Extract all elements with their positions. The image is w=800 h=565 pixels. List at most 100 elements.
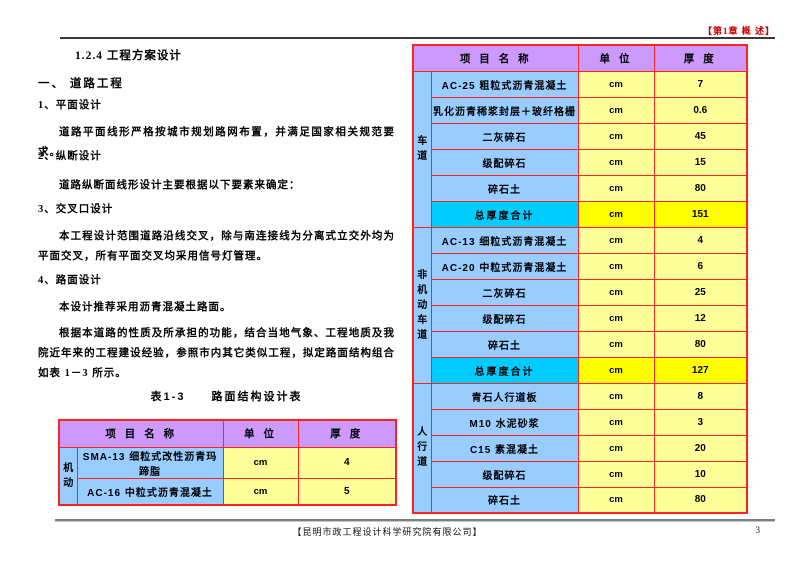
footer-rule: [55, 519, 775, 522]
item-thickness: 45: [653, 122, 748, 150]
footer-company: 【昆明市政工程设计科学研究院有限公司】: [292, 527, 483, 537]
table-header-row: 项 目 名 称 单 位 厚 度: [412, 44, 748, 72]
item-name: C15 素混凝土: [430, 434, 579, 462]
item-unit: cm: [577, 70, 655, 98]
item-unit: cm: [577, 278, 655, 306]
item-unit: cm: [577, 252, 655, 280]
item-4-paragraph-1: 本设计推荐采用沥青混凝土路面。: [59, 302, 232, 313]
item-thickness: 10: [653, 460, 748, 488]
table-row: 二灰碎石 cm 25: [413, 278, 748, 306]
item-name: 碎石土: [430, 330, 579, 358]
col-header-unit: 单 位: [222, 419, 299, 448]
total-thickness: 151: [653, 200, 748, 228]
item-4-label: 4、路面设计: [38, 275, 102, 286]
table-row: C15 素混凝土 cm 20: [413, 434, 748, 462]
pavement-table-left: 项 目 名 称 单 位 厚 度 机动 SMA-13 细粒式改性沥青玛蹄脂 cm …: [58, 419, 398, 506]
total-row: 总厚度合计 cm 151: [413, 200, 748, 228]
col-header-thickness: 厚 度: [653, 44, 748, 72]
item-name: 乳化沥青稀浆封层＋玻纤格栅: [430, 96, 579, 124]
total-unit: cm: [577, 356, 655, 384]
item-name: AC-25 粗粒式沥青混凝土: [430, 70, 579, 98]
item-thickness: 80: [653, 486, 748, 514]
item-thickness: 20: [653, 434, 748, 462]
group-label-carriageway: 车道: [412, 70, 432, 228]
item-name: 级配碎石: [430, 460, 579, 488]
item-4-paragraph-2: 根据本道路的性质及所承担的功能，结合当地气象、工程地质及我院近年来的工程建设经验…: [38, 328, 395, 379]
item-unit: cm: [577, 434, 655, 462]
total-unit: cm: [577, 200, 655, 228]
table-row: 车道 AC-25 粗粒式沥青混凝土 cm 7: [412, 70, 748, 228]
heading-road-works: 一、 道路工程: [38, 78, 124, 90]
item-name: 二灰碎石: [430, 122, 579, 150]
item-thickness: 5: [297, 477, 397, 506]
header-rule: [60, 37, 775, 39]
table-row: 非机动车道 AC-13 细粒式沥青混凝土 cm 4: [412, 226, 748, 384]
item-unit: cm: [222, 477, 299, 506]
item-name: M10 水泥砂浆: [430, 408, 579, 436]
col-header-item: 项 目 名 称: [58, 419, 224, 448]
item-1-label: 1、平面设计: [38, 100, 102, 111]
item-unit: cm: [577, 226, 655, 254]
item-unit: cm: [577, 408, 655, 436]
item-3-paragraph: 本工程设计范围道路沿线交叉，除与南连接线为分离式立交外均为平面交叉，所有平面交叉…: [38, 231, 395, 262]
item-unit: cm: [577, 486, 655, 514]
table-row: 人行道 青石人行道板 cm 8: [412, 382, 748, 514]
item-unit: cm: [577, 96, 655, 124]
item-name: AC-20 中粒式沥青混凝土: [430, 252, 579, 280]
item-thickness: 0.6: [653, 96, 748, 124]
group-label-sidewalk: 人行道: [412, 382, 432, 514]
item-name: 碎石土: [430, 486, 579, 514]
col-header-item: 项 目 名 称: [412, 44, 579, 72]
table-row: 乳化沥青稀浆封层＋玻纤格栅 cm 0.6: [413, 96, 748, 124]
item-thickness: 80: [653, 174, 748, 202]
group-label-non-motor: 非机动车道: [412, 226, 432, 384]
total-row: 总厚度合计 cm 127: [413, 356, 748, 384]
item-thickness: 25: [653, 278, 748, 306]
item-thickness: 15: [653, 148, 748, 176]
table-row: 碎石土 cm 80: [413, 174, 748, 202]
item-thickness: 4: [653, 226, 748, 254]
item-unit: cm: [222, 446, 299, 479]
group-label-motor: 机动: [58, 446, 78, 506]
pavement-table-right: 项 目 名 称 单 位 厚 度 车道 AC-25 粗粒式沥青混凝土 cm 7 乳…: [412, 44, 749, 514]
col-header-unit: 单 位: [577, 44, 655, 72]
item-name: SMA-13 细粒式改性沥青玛蹄脂: [76, 446, 224, 479]
table-caption: 表1-3 路面结构设计表: [150, 391, 303, 403]
table-row: 级配碎石 cm 10: [413, 460, 748, 488]
table-header-row: 项 目 名 称 单 位 厚 度: [58, 419, 397, 448]
item-unit: cm: [577, 122, 655, 150]
table-row: 级配碎石 cm 12: [413, 304, 748, 332]
chapter-header: 【第1章 概 述】: [702, 26, 775, 36]
table-row: 碎石土 cm 80: [413, 330, 748, 358]
table-row: 机动 SMA-13 细粒式改性沥青玛蹄脂 cm 4: [58, 446, 397, 506]
item-thickness: 8: [653, 382, 748, 410]
item-2-label: 2、纵断设计: [38, 151, 102, 162]
item-unit: cm: [577, 460, 655, 488]
section-title: 1.2.4 工程方案设计: [75, 50, 182, 62]
item-unit: cm: [577, 148, 655, 176]
item-thickness: 4: [297, 446, 397, 479]
table-row: M10 水泥砂浆 cm 3: [413, 408, 748, 436]
item-1-paragraph: 道路平面线形严格按城市规划路网布置，并满足国家相关规范要求。: [38, 127, 395, 158]
item-name: 碎石土: [430, 174, 579, 202]
total-label: 总厚度合计: [430, 356, 579, 384]
item-unit: cm: [577, 330, 655, 358]
item-3-label: 3、交叉口设计: [38, 204, 114, 215]
item-unit: cm: [577, 382, 655, 410]
table-row: AC-20 中粒式沥青混凝土 cm 6: [413, 252, 748, 280]
table-row: 二灰碎石 cm 45: [413, 122, 748, 150]
item-thickness: 6: [653, 252, 748, 280]
item-name: 级配碎石: [430, 304, 579, 332]
item-name: AC-13 细粒式沥青混凝土: [430, 226, 579, 254]
table-row: 级配碎石 cm 15: [413, 148, 748, 176]
page-number: 3: [755, 525, 761, 535]
item-name: AC-16 中粒式沥青混凝土: [76, 477, 224, 506]
col-header-thickness: 厚 度: [297, 419, 397, 448]
total-label: 总厚度合计: [430, 200, 579, 228]
item-thickness: 7: [653, 70, 748, 98]
item-name: 青石人行道板: [430, 382, 579, 410]
item-thickness: 80: [653, 330, 748, 358]
total-thickness: 127: [653, 356, 748, 384]
table-row: AC-16 中粒式沥青混凝土 cm 5: [59, 477, 397, 506]
